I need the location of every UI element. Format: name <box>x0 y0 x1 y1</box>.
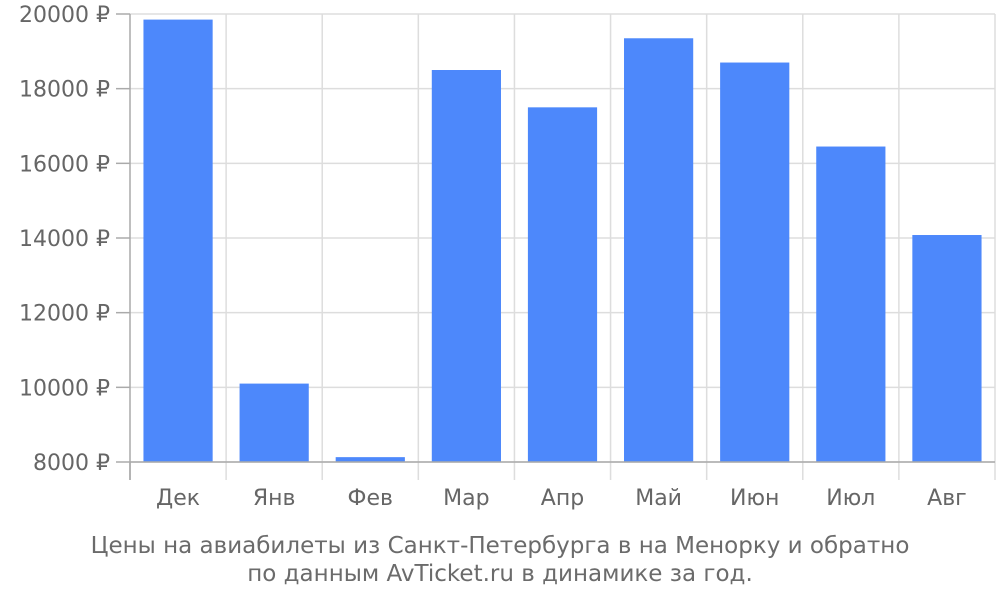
caption-line-2: по данным AvTicket.ru в динамике за год. <box>247 561 753 587</box>
bar-2 <box>335 457 405 462</box>
chart-caption: Цены на авиабилеты из Санкт-Петербурга в… <box>0 532 1000 588</box>
y-tick-label: 8000 ₽ <box>33 451 110 476</box>
y-tick-label: 20000 ₽ <box>19 3 110 28</box>
bar-8 <box>912 235 982 462</box>
bar-4 <box>527 107 598 462</box>
bar-3 <box>431 70 501 462</box>
bar-5 <box>624 38 694 463</box>
x-tick-label: Янв <box>253 486 296 511</box>
y-tick-label: 10000 ₽ <box>19 376 110 401</box>
y-tick-label: 14000 ₽ <box>19 227 110 252</box>
x-tick-label: Июн <box>730 486 779 511</box>
caption-line-1: Цены на авиабилеты из Санкт-Петербурга в… <box>90 533 910 559</box>
x-tick-label: Июл <box>826 486 875 511</box>
x-tick-label: Май <box>635 486 682 511</box>
bar-6 <box>720 62 790 463</box>
y-tick-label: 12000 ₽ <box>19 302 110 327</box>
bar-0 <box>143 19 213 462</box>
x-tick-label: Фев <box>348 486 393 511</box>
bar-chart: 8000 ₽ 10000 ₽ 12000 ₽ 14000 ₽ 16000 ₽ 18000 … <box>19 3 996 511</box>
y-tick-label: 18000 ₽ <box>19 78 110 103</box>
x-tick-label: Мар <box>443 486 489 511</box>
x-tick-label: Апр <box>541 486 584 511</box>
bar-1 <box>239 383 309 462</box>
bar-7 <box>816 146 886 463</box>
chart-area: 8000 ₽ 10000 ₽ 12000 ₽ 14000 ₽ 16000 ₽ 18000 … <box>19 3 996 511</box>
x-tick-label: Авг <box>927 486 967 511</box>
x-tick-label: Дек <box>156 486 200 511</box>
y-tick-label: 16000 ₽ <box>19 152 110 177</box>
